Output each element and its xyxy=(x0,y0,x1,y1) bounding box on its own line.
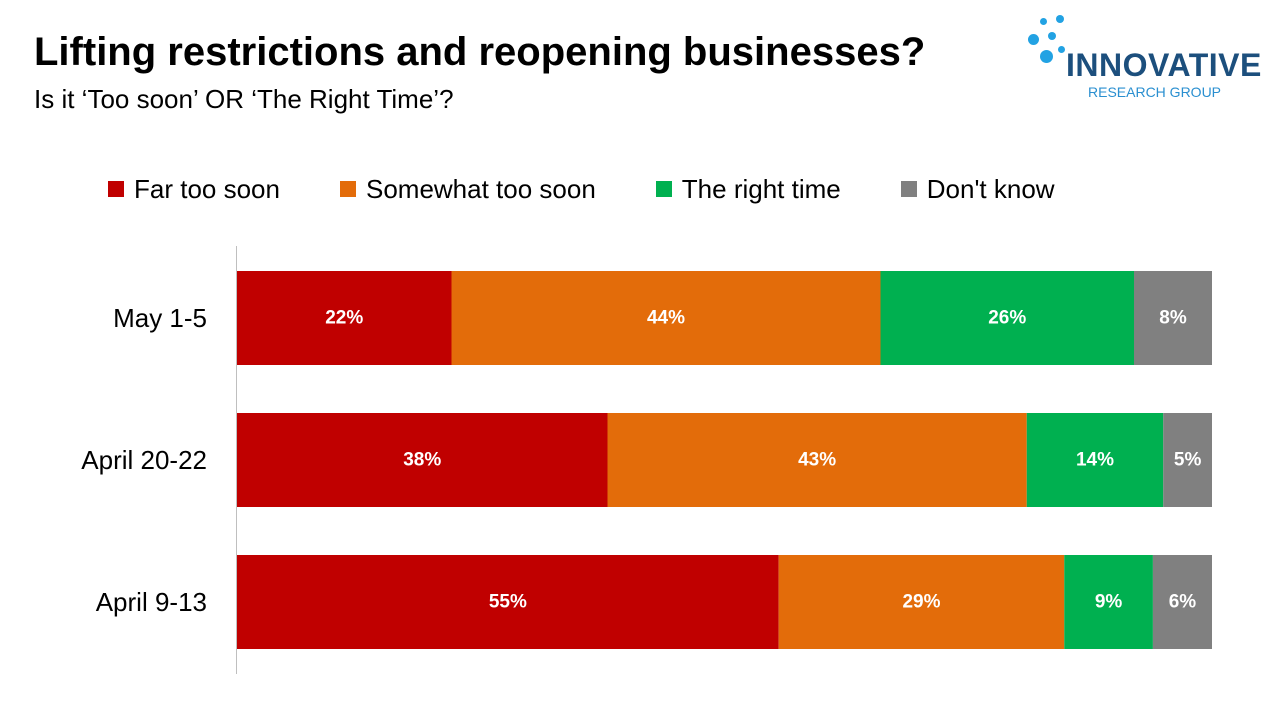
legend-label: The right time xyxy=(681,174,841,204)
data-label: 14% xyxy=(1076,450,1114,471)
data-label: 38% xyxy=(403,450,441,471)
logo-wordmark: INNOVATIVE xyxy=(1066,47,1262,83)
legend-item-somewhat-too-soon: Somewhat too soon xyxy=(339,174,596,204)
data-label: 6% xyxy=(1169,592,1197,613)
chart-title: Lifting restrictions and reopening busin… xyxy=(34,30,926,74)
legend-label: Somewhat too soon xyxy=(365,174,596,204)
bar-segment-somewhat-too-soon xyxy=(607,413,1027,507)
legend-swatch xyxy=(655,181,672,197)
data-label: 5% xyxy=(1174,450,1202,471)
bar-segment-don-t-know xyxy=(1134,271,1212,365)
legend-swatch xyxy=(108,181,124,197)
data-label: 22% xyxy=(325,308,363,329)
legend-label: Don't know xyxy=(926,174,1055,204)
company-logo: INNOVATIVE RESEARCH GROUP xyxy=(1024,12,1264,104)
bar-segment-far-too-soon xyxy=(237,555,779,649)
bar-segment-don-t-know xyxy=(1163,413,1212,507)
bar-segment-far-too-soon xyxy=(237,271,452,365)
category-label: April 9-13 xyxy=(96,587,207,617)
bar-segment-the-right-time xyxy=(1026,413,1164,507)
bar-segment-don-t-know xyxy=(1152,555,1212,649)
data-label: 26% xyxy=(988,308,1026,329)
legend-item-the-right-time: The right time xyxy=(655,174,841,204)
data-label: 44% xyxy=(647,308,685,329)
bar-segment-somewhat-too-soon xyxy=(451,271,881,365)
data-label: 43% xyxy=(798,450,836,471)
bar-segment-the-right-time xyxy=(1064,555,1153,649)
chart-subtitle: Is it ‘Too soon’ OR ‘The Right Time’? xyxy=(34,84,454,114)
data-label: 9% xyxy=(1095,592,1123,613)
legend-item-dont-know: Don't know xyxy=(900,174,1055,204)
bar-segment-somewhat-too-soon xyxy=(778,555,1065,649)
legend-label: Far too soon xyxy=(134,174,280,204)
data-label: 55% xyxy=(489,592,527,613)
legend-swatch xyxy=(339,181,356,197)
logo-tagline: RESEARCH GROUP xyxy=(1088,84,1222,100)
legend-item-far-too-soon: Far too soon xyxy=(108,174,280,204)
category-label: May 1-5 xyxy=(113,303,207,333)
legend-swatch xyxy=(900,181,917,197)
chart-legend: Far too soon Somewhat too soon The right… xyxy=(108,172,1055,206)
data-label: 8% xyxy=(1159,308,1187,329)
category-label: April 20-22 xyxy=(81,445,207,475)
bar-segment-the-right-time xyxy=(880,271,1134,365)
bar-segment-far-too-soon xyxy=(237,413,608,507)
data-label: 29% xyxy=(902,592,940,613)
